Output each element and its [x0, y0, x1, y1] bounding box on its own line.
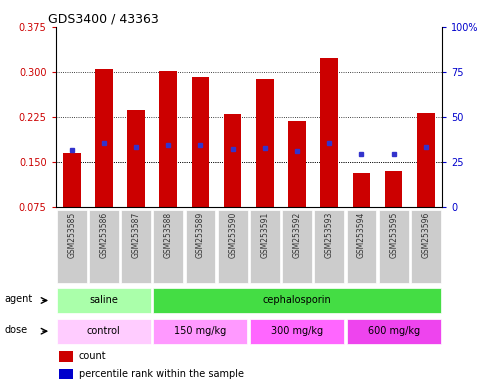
Text: control: control	[87, 326, 121, 336]
Text: GSM253588: GSM253588	[164, 212, 173, 258]
FancyBboxPatch shape	[153, 210, 183, 283]
FancyBboxPatch shape	[154, 319, 247, 344]
Text: GSM253592: GSM253592	[293, 212, 301, 258]
Text: GSM253589: GSM253589	[196, 212, 205, 258]
FancyBboxPatch shape	[346, 210, 376, 283]
Bar	[59, 351, 73, 362]
FancyBboxPatch shape	[154, 288, 440, 313]
Bar	[95, 69, 113, 207]
Bar	[353, 173, 370, 207]
Bar	[320, 58, 338, 207]
Text: agent: agent	[4, 294, 33, 304]
Text: GSM253591: GSM253591	[260, 212, 270, 258]
FancyBboxPatch shape	[347, 319, 440, 344]
Text: GSM253593: GSM253593	[325, 212, 334, 258]
Text: count: count	[79, 351, 106, 361]
Bar	[224, 114, 242, 207]
FancyBboxPatch shape	[57, 288, 151, 313]
FancyBboxPatch shape	[250, 319, 344, 344]
Bar	[385, 171, 402, 207]
Text: GSM253596: GSM253596	[421, 212, 430, 258]
FancyBboxPatch shape	[57, 210, 86, 283]
Text: saline: saline	[89, 295, 118, 306]
Bar	[63, 153, 81, 207]
FancyBboxPatch shape	[185, 210, 215, 283]
Bar	[288, 121, 306, 207]
Text: GSM253587: GSM253587	[131, 212, 141, 258]
Text: GSM253586: GSM253586	[99, 212, 108, 258]
Bar	[417, 113, 435, 207]
Text: GSM253595: GSM253595	[389, 212, 398, 258]
FancyBboxPatch shape	[250, 210, 280, 283]
Text: GSM253585: GSM253585	[67, 212, 76, 258]
FancyBboxPatch shape	[218, 210, 248, 283]
FancyBboxPatch shape	[314, 210, 344, 283]
Text: GSM253594: GSM253594	[357, 212, 366, 258]
FancyBboxPatch shape	[89, 210, 119, 283]
Text: GSM253590: GSM253590	[228, 212, 237, 258]
FancyBboxPatch shape	[379, 210, 409, 283]
FancyBboxPatch shape	[57, 319, 151, 344]
Bar	[256, 79, 274, 207]
Text: 600 mg/kg: 600 mg/kg	[368, 326, 420, 336]
Text: 150 mg/kg: 150 mg/kg	[174, 326, 227, 336]
FancyBboxPatch shape	[121, 210, 151, 283]
Text: 300 mg/kg: 300 mg/kg	[271, 326, 323, 336]
Bar	[127, 110, 145, 207]
Text: dose: dose	[4, 325, 28, 335]
FancyBboxPatch shape	[411, 210, 441, 283]
Bar	[192, 77, 209, 207]
Bar	[159, 71, 177, 207]
Text: percentile rank within the sample: percentile rank within the sample	[79, 369, 244, 379]
FancyBboxPatch shape	[282, 210, 312, 283]
Text: GDS3400 / 43363: GDS3400 / 43363	[48, 13, 158, 26]
Bar	[59, 369, 73, 379]
Text: cephalosporin: cephalosporin	[263, 295, 331, 306]
